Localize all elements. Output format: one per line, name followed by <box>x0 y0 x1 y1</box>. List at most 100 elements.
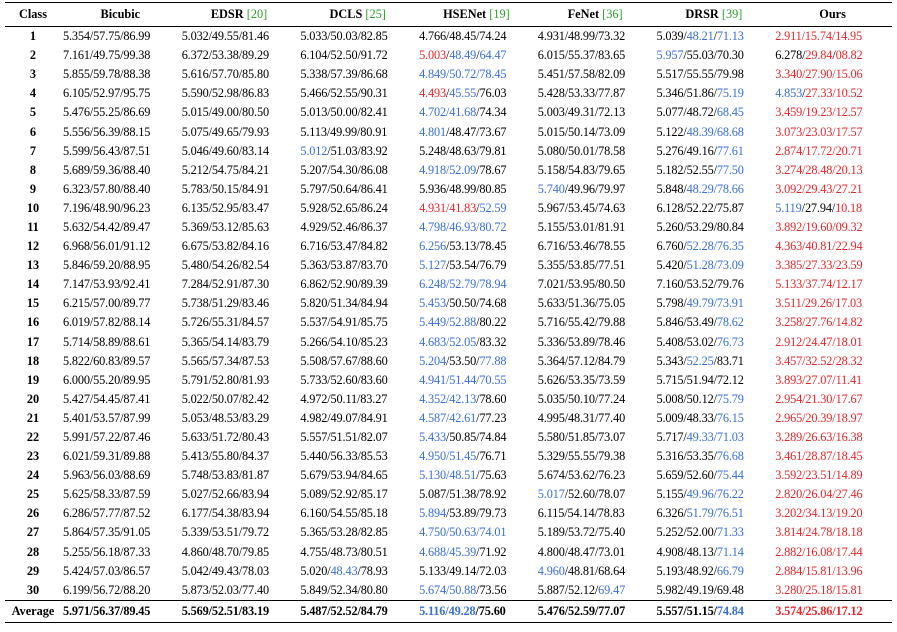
edsr-cell: 5.738/51.29/83.46 <box>181 296 269 311</box>
header-hsenet: HSENet [19] <box>417 2 536 27</box>
ours-cell: 3.592/23.51/14.89 <box>773 466 892 485</box>
dcls-cell: 5.928/52.65/86.24 <box>300 200 388 215</box>
edsr-cell: 6.177/54.38/83.94 <box>181 506 269 521</box>
table-row: 19 6.000/55.20/89.95 5.791/52.80/81.93 5.73… <box>5 371 892 390</box>
edsr-cell: 5.032/49.55/81.46 <box>181 29 269 44</box>
best-value: 3.274/28.48/20.13 <box>775 162 863 177</box>
dcls-cell: 5.266/54.10/85.23 <box>300 334 388 349</box>
dcls-cell: 5.557/51.51/82.07 <box>300 430 388 445</box>
second-best-value: 4.683/52.05 <box>419 334 477 349</box>
dcls-cell: 5.820/51.34/84.94 <box>300 296 388 311</box>
edsr-cell: 6.135/52.95/83.47 <box>181 200 269 215</box>
hsenet-cell: 5.204/53.50/77.88 <box>419 353 507 368</box>
second-best-value: 76.15 <box>716 410 744 425</box>
bicubic-cell: 5.864/57.35/91.05 <box>63 525 151 540</box>
second-best-value: 4.853 <box>775 86 803 101</box>
dcls-cell: 4.755/48.73/80.51 <box>300 544 388 559</box>
second-best-value: 66.79 <box>716 563 744 578</box>
dcls-cell: 6.104/52.50/91.72 <box>300 48 388 63</box>
best-value: 5.003 <box>419 48 446 63</box>
second-best-value: 48.39/68.68 <box>686 124 744 139</box>
fenet-cell: 5.364/57.12/84.79 <box>537 353 626 368</box>
table-row: 26 6.286/57.77/87.52 6.177/54.38/83.94 6.16… <box>5 504 892 523</box>
table-row: 11 5.632/54.42/89.47 5.369/53.12/85.63 4.92… <box>5 218 892 237</box>
hsenet-cell: 5.127/53.54/76.79 <box>419 258 507 273</box>
table-row: 5 5.476/55.25/86.69 5.015/49.00/80.50 5.013… <box>5 103 892 122</box>
edsr-cell: 5.565/57.34/87.53 <box>181 353 269 368</box>
hsenet-cell: 6.248/52.79/78.94 <box>417 275 536 294</box>
fenet-cell: 5.476/52.59/77.07 <box>535 599 655 623</box>
fenet-cell: 5.329/55.55/79.38 <box>537 449 626 464</box>
ours-cell: 3.258/27.76/14.82 <box>773 313 892 332</box>
second-best-value: 77.50 <box>716 162 744 177</box>
fenet-cell: 5.967/53.45/74.63 <box>537 200 626 215</box>
dcls-cell: 5.679/53.94/84.65 <box>300 468 388 483</box>
table-row: 28 5.255/56.18/87.33 4.860/48.70/79.85 4.75… <box>5 543 892 562</box>
best-value: 3.457/32.52/28.32 <box>775 353 863 368</box>
drsr-cell: 5.982/49.19/69.48 <box>656 582 744 597</box>
fenet-cell: 5.887/52.12/69.47 <box>537 582 626 597</box>
best-value: 2.912/24.47/18.01 <box>775 334 863 349</box>
second-best-value: 78.62 <box>716 315 744 330</box>
best-value: 3.385/27.33/23.59 <box>775 258 863 273</box>
ours-cell: 3.459/19.23/12.57 <box>773 103 892 122</box>
edsr-cell: 5.369/53.12/85.63 <box>181 219 269 234</box>
table-row: 7 5.599/56.43/87.51 5.046/49.60/83.14 5.012… <box>5 142 892 161</box>
best-value: 3.511/29.26/17.03 <box>775 296 863 311</box>
second-best-value: 5.674/50.88 <box>419 582 477 597</box>
ours-cell: 2.820/26.04/27.46 <box>773 485 892 504</box>
second-best-value: 5.957 <box>656 48 684 63</box>
drsr-cell: 5.009/48.33/76.15 <box>656 410 744 425</box>
bicubic-cell: 6.199/56.72/88.20 <box>63 582 151 597</box>
best-value: 3.073/23.03/17.57 <box>775 124 863 139</box>
header-dcls: DCLS [25] <box>298 2 418 27</box>
drsr-cell: 5.122/48.39/68.68 <box>656 124 744 139</box>
dcls-cell: 4.972/50.11/83.27 <box>300 391 388 406</box>
class-label: 4 <box>29 86 37 101</box>
best-value: 2.882/16.08/17.44 <box>775 544 863 559</box>
class-label: 24 <box>26 468 40 483</box>
second-best-value: 6.256 <box>419 239 446 254</box>
fenet-cell: 5.158/54.83/79.65 <box>537 162 626 177</box>
hsenet-cell: 4.750/50.63/74.01 <box>417 523 536 542</box>
dcls-cell: 5.113/49.99/80.91 <box>300 124 388 139</box>
best-value: 5.133/37.74/12.17 <box>775 277 863 292</box>
second-best-value: 75.79 <box>716 391 744 406</box>
drsr-cell: 5.717/49.33/71.03 <box>656 430 744 445</box>
class-label: 6 <box>29 124 37 139</box>
bicubic-cell: 6.323/57.80/88.40 <box>63 181 151 196</box>
table-row: 6 5.556/56.39/88.15 5.075/49.65/79.93 5.113… <box>5 122 892 141</box>
ours-cell: 5.119/27.94/10.18 <box>775 200 863 215</box>
header-drsr: DRSR [39] <box>654 2 774 27</box>
ours-cell: 3.092/29.43/27.21 <box>773 180 892 199</box>
citation: [25] <box>365 7 386 21</box>
results-table: Class Bicubic EDSR [20] DCLS [25] HSENet… <box>5 2 892 623</box>
fenet-cell: 4.995/48.31/77.40 <box>537 410 626 425</box>
fenet-cell: 6.115/54.14/78.83 <box>537 506 625 521</box>
table-row: 24 5.963/56.03/88.69 5.748/53.83/81.87 5.67… <box>5 466 892 485</box>
hsenet-cell: 5.674/50.88/73.56 <box>419 582 507 597</box>
edsr-cell: 5.480/54.26/82.54 <box>181 258 269 273</box>
drsr-cell: 5.798/49.79/73.91 <box>656 296 744 311</box>
second-best-value: 4.702/41.68 <box>419 105 477 120</box>
drsr-cell: 5.517/55.55/79.98 <box>656 67 744 82</box>
ours-cell: 2.912/24.47/18.01 <box>773 333 892 352</box>
bicubic-cell: 5.401/53.57/87.99 <box>63 410 151 425</box>
bicubic-cell: 5.427/54.45/87.41 <box>63 391 151 406</box>
fenet-cell: 5.003/49.31/72.13 <box>537 105 626 120</box>
table-row: 29 5.424/57.03/86.57 5.042/49.43/78.03 5.02… <box>5 562 892 581</box>
best-value: 08.82 <box>835 48 863 63</box>
second-best-value: 4.941/51.44/70.55 <box>419 372 507 387</box>
class-label: 18 <box>26 353 40 368</box>
bicubic-cell: 5.556/56.39/88.15 <box>63 124 151 139</box>
best-value: 3.289/26.63/16.38 <box>775 430 863 445</box>
second-best-value: 5.130/48.51 <box>419 468 477 483</box>
second-best-value: 4.352/42.13 <box>419 391 477 406</box>
class-label: 19 <box>26 372 40 387</box>
ours-cell: 3.340/27.90/15.06 <box>773 65 892 84</box>
best-value: 2.884/15.81/13.96 <box>775 563 863 578</box>
drsr-cell: 5.408/53.02/76.73 <box>656 334 744 349</box>
bicubic-cell: 5.599/56.43/87.51 <box>63 143 151 158</box>
class-label: 16 <box>26 315 40 330</box>
second-best-value: 49.96/76.22 <box>686 487 744 502</box>
